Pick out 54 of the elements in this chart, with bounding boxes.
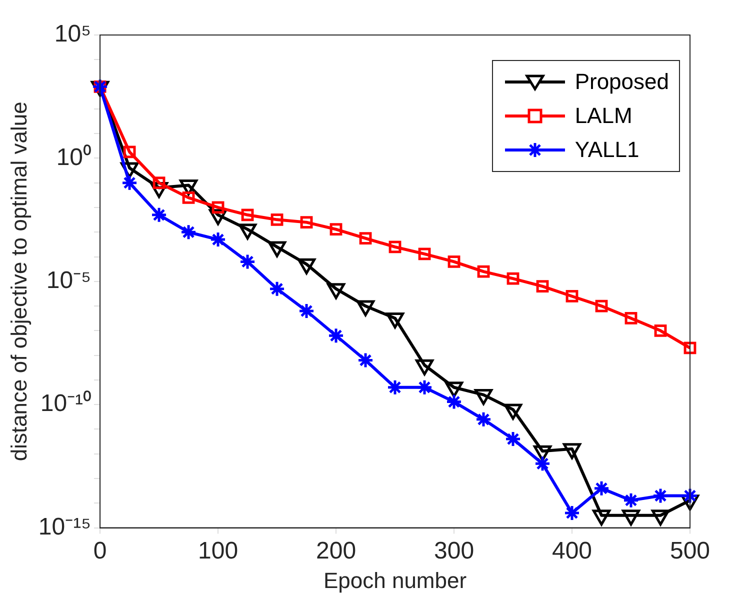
- y-tick-label: 10⁻¹⁵: [38, 513, 92, 540]
- y-tick-label: 10⁻¹⁰: [40, 390, 92, 418]
- legend-label: YALL1: [574, 137, 640, 163]
- point: [270, 213, 284, 226]
- point: [298, 302, 315, 320]
- point: [359, 232, 372, 245]
- point: [212, 201, 224, 214]
- point: [239, 253, 256, 270]
- point: [536, 280, 549, 293]
- point: [477, 265, 490, 278]
- point: [210, 231, 226, 248]
- x-tick-label: 100: [198, 537, 238, 564]
- point: [684, 342, 696, 354]
- y-tick-label: 10⁵: [54, 20, 92, 48]
- point: [446, 394, 462, 410]
- point: [330, 223, 342, 236]
- point: [564, 504, 580, 522]
- point: [416, 379, 433, 396]
- y-axis-title: distance of objective to optimal value: [6, 102, 32, 462]
- point: [123, 146, 136, 158]
- x-tick-label: 400: [552, 537, 592, 564]
- point: [300, 216, 313, 229]
- point: [180, 224, 197, 240]
- point: [593, 480, 610, 497]
- x-tick-label: 200: [316, 537, 356, 564]
- point: [418, 248, 431, 260]
- point: [388, 240, 402, 254]
- point: [622, 492, 640, 509]
- point: [506, 272, 520, 285]
- x-tick-label: 500: [670, 537, 710, 564]
- point: [182, 191, 195, 204]
- point: [448, 256, 460, 268]
- point: [504, 430, 522, 448]
- point: [475, 411, 492, 428]
- point: [624, 312, 638, 324]
- point: [534, 455, 551, 472]
- x-axis-title: Epoch number: [323, 568, 467, 593]
- legend-label: Proposed: [574, 69, 669, 95]
- y-tick-label: 10⁰: [56, 144, 92, 171]
- y-tick-label: 10⁻⁵: [46, 267, 92, 294]
- point: [654, 324, 667, 337]
- point: [241, 208, 254, 222]
- point: [328, 327, 344, 344]
- point: [152, 176, 166, 190]
- point: [595, 300, 608, 312]
- legend-label: LALM: [574, 103, 632, 129]
- point: [566, 290, 578, 302]
- x-tick-label: 300: [434, 537, 474, 564]
- point: [150, 206, 168, 224]
- point: [121, 174, 138, 192]
- point: [386, 379, 404, 396]
- point: [357, 352, 374, 369]
- point: [268, 280, 286, 298]
- x-tick-label: 0: [93, 537, 107, 564]
